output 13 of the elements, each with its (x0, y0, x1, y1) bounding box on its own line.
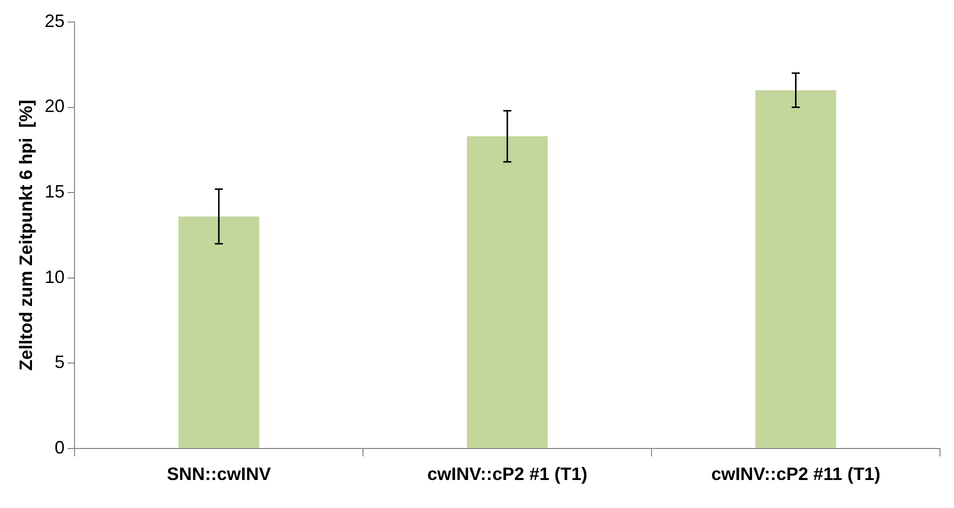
x-tick-label: cwINV::cP2 #11 (T1) (711, 464, 880, 484)
bar (178, 216, 260, 448)
y-axis-title: Zelltod zum Zeitpunkt 6 hpi [%] (16, 100, 36, 371)
y-tick-label: 0 (54, 437, 65, 458)
y-tick-label: 10 (44, 266, 65, 287)
x-tick-label: SNN::cwINV (166, 464, 271, 484)
bar (755, 90, 836, 448)
y-tick-label: 5 (54, 352, 65, 372)
y-tick-label: 15 (44, 182, 65, 202)
bar (466, 136, 548, 448)
y-tick-label: 20 (44, 96, 65, 116)
y-tick-label: 25 (44, 10, 65, 31)
x-tick-label: cwINV::cP2 #1 (T1) (427, 464, 588, 484)
